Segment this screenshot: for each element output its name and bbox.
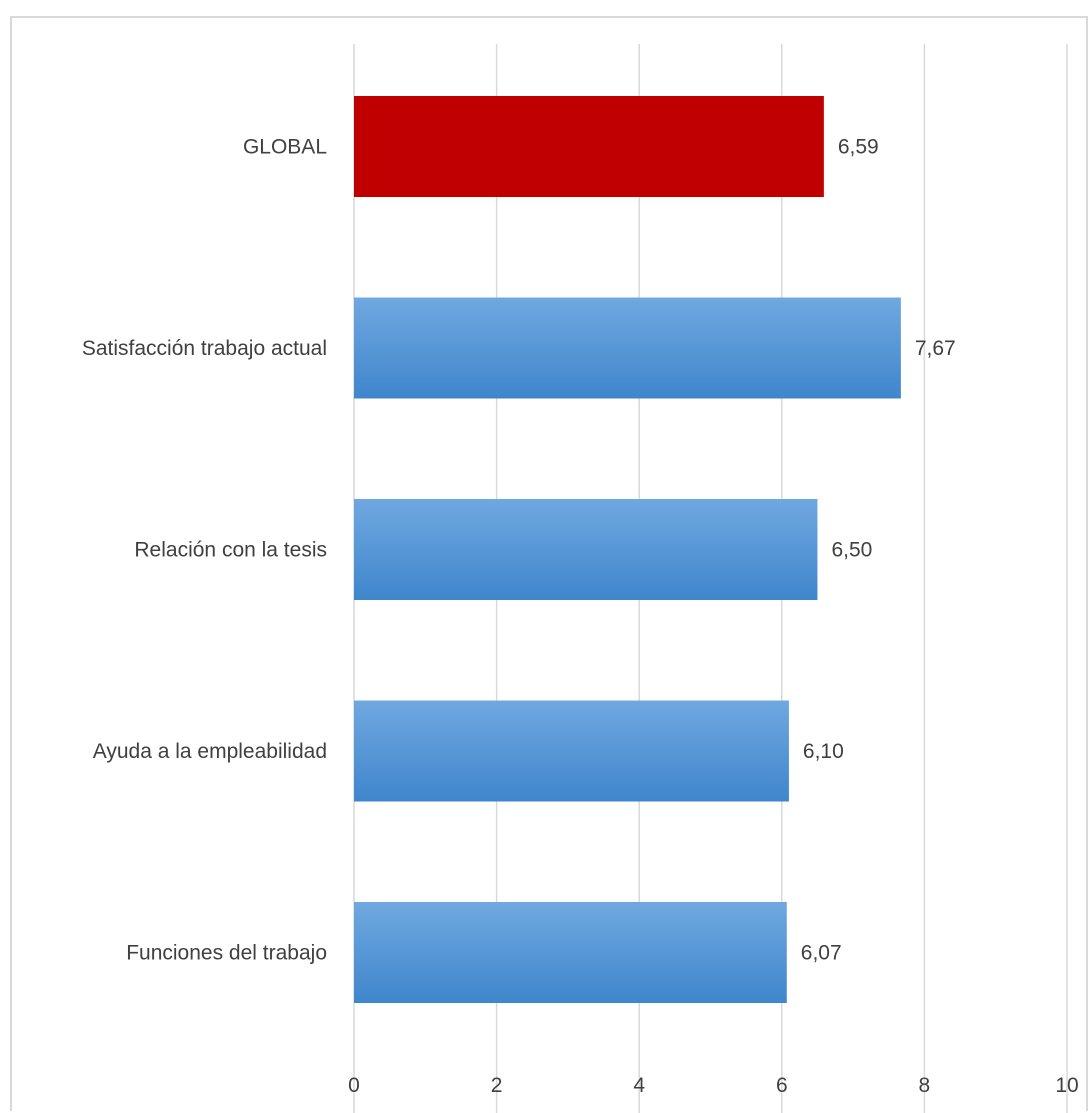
value-label-2: 7,67 <box>915 337 956 360</box>
value-label-4: 6,10 <box>803 740 844 763</box>
x-tick-label-8: 8 <box>919 1074 931 1097</box>
bar-2 <box>354 297 901 399</box>
value-label-3: 6,50 <box>831 539 872 562</box>
bars <box>354 96 901 1003</box>
bar-3 <box>354 499 818 600</box>
x-tick-label-10: 10 <box>1055 1074 1078 1097</box>
labels: GLOBAL 6,59 Satisfacción trabajo actual 7,6… <box>82 136 956 965</box>
category-label-5: Funciones del trabajo <box>126 942 327 965</box>
value-label-1: 6,59 <box>838 136 879 159</box>
category-label-1: GLOBAL <box>243 136 327 159</box>
category-label-4: Ayuda a la empleabilidad <box>93 740 327 763</box>
category-label-2: Satisfacción trabajo actual <box>82 337 327 360</box>
x-tick-label-6: 6 <box>776 1074 788 1097</box>
category-label-3: Relación con la tesis <box>134 539 327 562</box>
x-axis: 0 2 4 6 8 10 <box>348 1074 1079 1097</box>
x-tick-label-2: 2 <box>491 1074 503 1097</box>
value-label-5: 6,07 <box>801 942 842 965</box>
x-tick-label-0: 0 <box>348 1074 360 1097</box>
x-tick-label-4: 4 <box>633 1074 645 1097</box>
bar-5 <box>354 902 787 1003</box>
chart-frame <box>10 16 1088 1111</box>
bar-4 <box>354 700 789 802</box>
bar-1 <box>354 96 824 197</box>
